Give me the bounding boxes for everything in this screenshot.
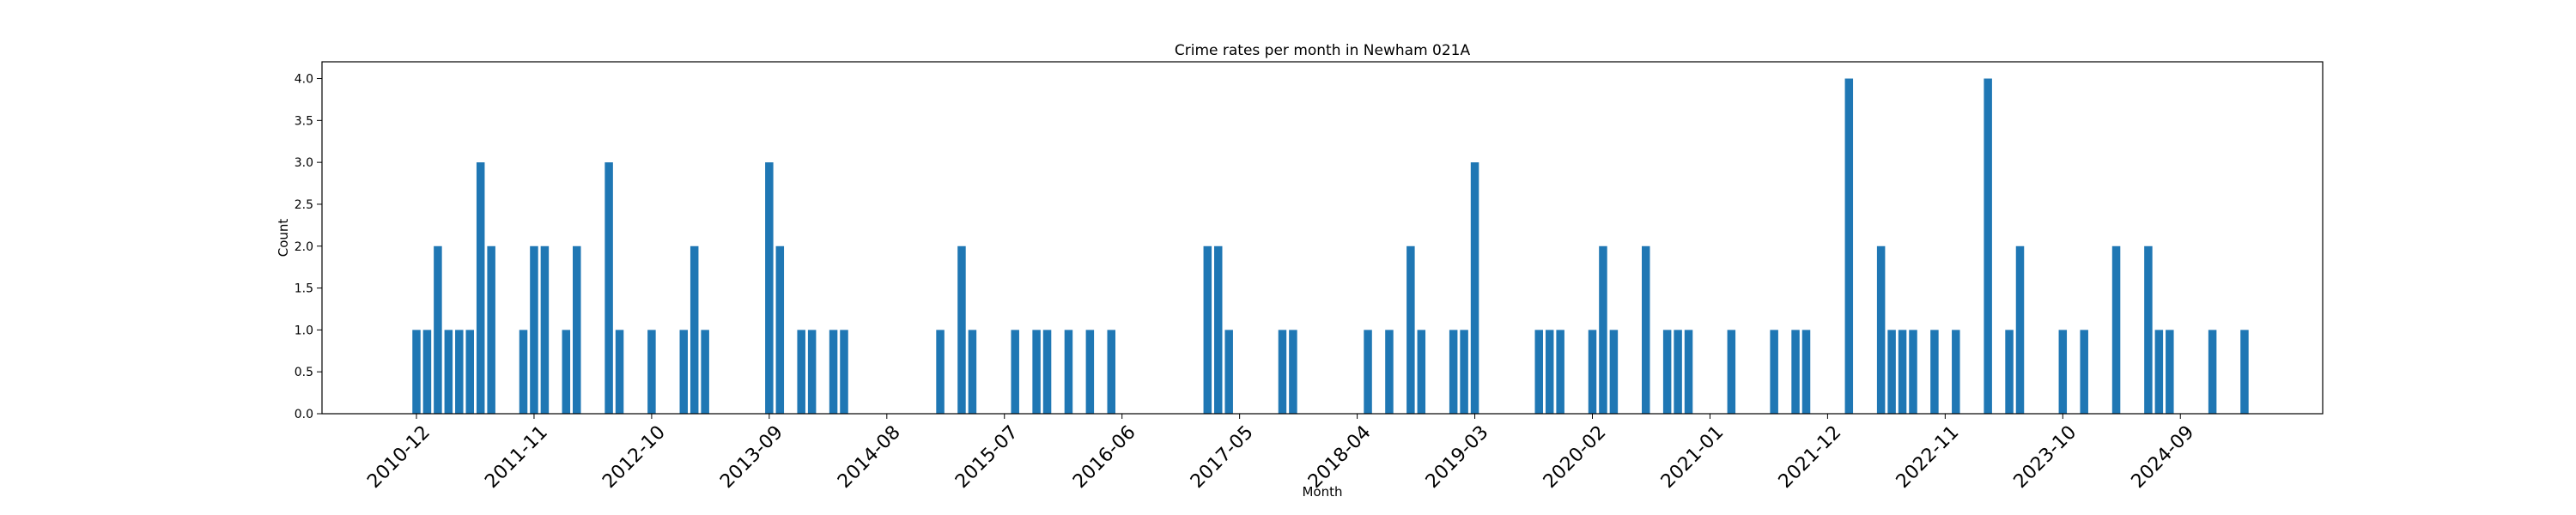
bar-2019-01 xyxy=(1449,330,1458,414)
bar-2015-10 xyxy=(1032,330,1041,414)
bar-2022-05 xyxy=(1876,245,1886,414)
bar-2021-07 xyxy=(1770,330,1778,414)
bar-2011-01 xyxy=(422,330,432,414)
y-tick-label: 1.0 xyxy=(295,324,313,337)
bar-2012-03 xyxy=(573,245,581,414)
bar-2014-04 xyxy=(840,330,848,414)
bar-2021-09 xyxy=(1791,330,1800,414)
bar-2023-12 xyxy=(2080,330,2088,414)
bar-2022-07 xyxy=(1898,330,1907,414)
y-tick-label: 4.0 xyxy=(295,73,313,87)
bar-2017-03 xyxy=(1214,245,1223,414)
bar-2019-09 xyxy=(1534,330,1543,414)
bar-2023-06 xyxy=(2015,245,2025,414)
bar-2013-02 xyxy=(690,245,699,414)
bar-2013-03 xyxy=(701,330,709,414)
bar-2011-11 xyxy=(530,245,538,414)
bar-2017-09 xyxy=(1278,330,1287,414)
y-tick-label: 0.5 xyxy=(295,366,313,379)
bar-2021-10 xyxy=(1801,330,1811,414)
bar-2024-12 xyxy=(2208,330,2217,414)
y-tick-label: 2.0 xyxy=(295,240,313,254)
bar-2020-09 xyxy=(1662,330,1672,414)
bar-2023-03 xyxy=(1984,78,1992,415)
bar-2013-10 xyxy=(775,245,785,414)
bar-2020-04 xyxy=(1609,330,1619,414)
x-axis-title: Month xyxy=(1302,484,1342,500)
plot-frame xyxy=(321,61,2324,415)
bar-2012-10 xyxy=(647,330,656,414)
bar-2013-01 xyxy=(679,330,688,414)
bar-2018-07 xyxy=(1385,330,1394,414)
bar-2024-06 xyxy=(2144,245,2153,414)
bar-2015-01 xyxy=(936,330,945,414)
bars-group xyxy=(412,78,2249,415)
bar-2018-05 xyxy=(1364,330,1372,414)
bar-2022-10 xyxy=(1930,330,1939,414)
bar-2025-03 xyxy=(2240,330,2249,414)
bar-2022-08 xyxy=(1909,330,1917,414)
bar-2019-02 xyxy=(1460,330,1468,414)
bar-2011-06 xyxy=(476,162,485,414)
y-axis: 0.0 0.5 1.0 1.5 2.0 2.5 3.0 3.5 4.0 xyxy=(295,73,322,421)
bar-2011-02 xyxy=(434,245,442,414)
bar-2015-03 xyxy=(957,245,966,414)
bar-2011-12 xyxy=(540,245,550,414)
bar-2015-11 xyxy=(1042,330,1052,414)
bar-2012-06 xyxy=(605,162,613,414)
bar-2019-11 xyxy=(1556,330,1564,414)
bar-2011-10 xyxy=(519,330,528,414)
bar-2012-07 xyxy=(615,330,624,414)
bar-2014-01 xyxy=(807,330,817,414)
bar-2016-03 xyxy=(1085,330,1095,414)
bar-2022-02 xyxy=(1844,78,1854,415)
bar-2017-02 xyxy=(1203,245,1212,414)
bar-2020-07 xyxy=(1642,245,1650,414)
bar-2019-03 xyxy=(1470,162,1479,414)
bar-2013-09 xyxy=(765,162,774,414)
y-tick-label: 3.5 xyxy=(295,114,313,128)
bar-2019-10 xyxy=(1545,330,1554,414)
y-tick-label: 3.0 xyxy=(295,156,313,170)
bar-2016-01 xyxy=(1064,330,1073,414)
bar-2011-03 xyxy=(444,330,453,414)
bar-2020-10 xyxy=(1674,330,1682,414)
bar-2020-03 xyxy=(1599,245,1607,414)
bar-2022-12 xyxy=(1952,330,1960,414)
y-tick-label: 2.5 xyxy=(295,198,313,212)
bar-2024-08 xyxy=(2166,330,2174,414)
bar-2020-02 xyxy=(1588,330,1597,414)
bar-2011-07 xyxy=(487,245,495,414)
bar-2014-03 xyxy=(829,330,838,414)
bar-2010-12 xyxy=(412,330,421,414)
bar-2018-09 xyxy=(1406,245,1415,414)
bar-2017-10 xyxy=(1289,330,1297,414)
bar-2011-05 xyxy=(465,330,474,414)
chart-title: Crime rates per month in Newham 021A xyxy=(1175,42,1471,59)
bar-2015-08 xyxy=(1011,330,1019,414)
bar-2018-10 xyxy=(1417,330,1426,414)
bar-2013-12 xyxy=(797,330,805,414)
y-tick-label: 0.0 xyxy=(295,408,313,421)
bar-2024-07 xyxy=(2154,330,2164,414)
bar-2020-11 xyxy=(1684,330,1693,414)
bar-2021-03 xyxy=(1727,330,1736,414)
bar-2024-03 xyxy=(2111,245,2121,414)
y-axis-title: Count xyxy=(276,219,291,258)
bar-2016-05 xyxy=(1107,330,1115,414)
bar-2017-04 xyxy=(1224,330,1233,414)
bar-2022-06 xyxy=(1887,330,1896,414)
bar-2012-02 xyxy=(562,330,571,414)
bar-2015-04 xyxy=(968,330,977,414)
y-tick-label: 1.5 xyxy=(295,282,313,296)
bar-2011-04 xyxy=(455,330,464,414)
bar-2023-05 xyxy=(2005,330,2014,414)
bar-2023-10 xyxy=(2058,330,2068,414)
